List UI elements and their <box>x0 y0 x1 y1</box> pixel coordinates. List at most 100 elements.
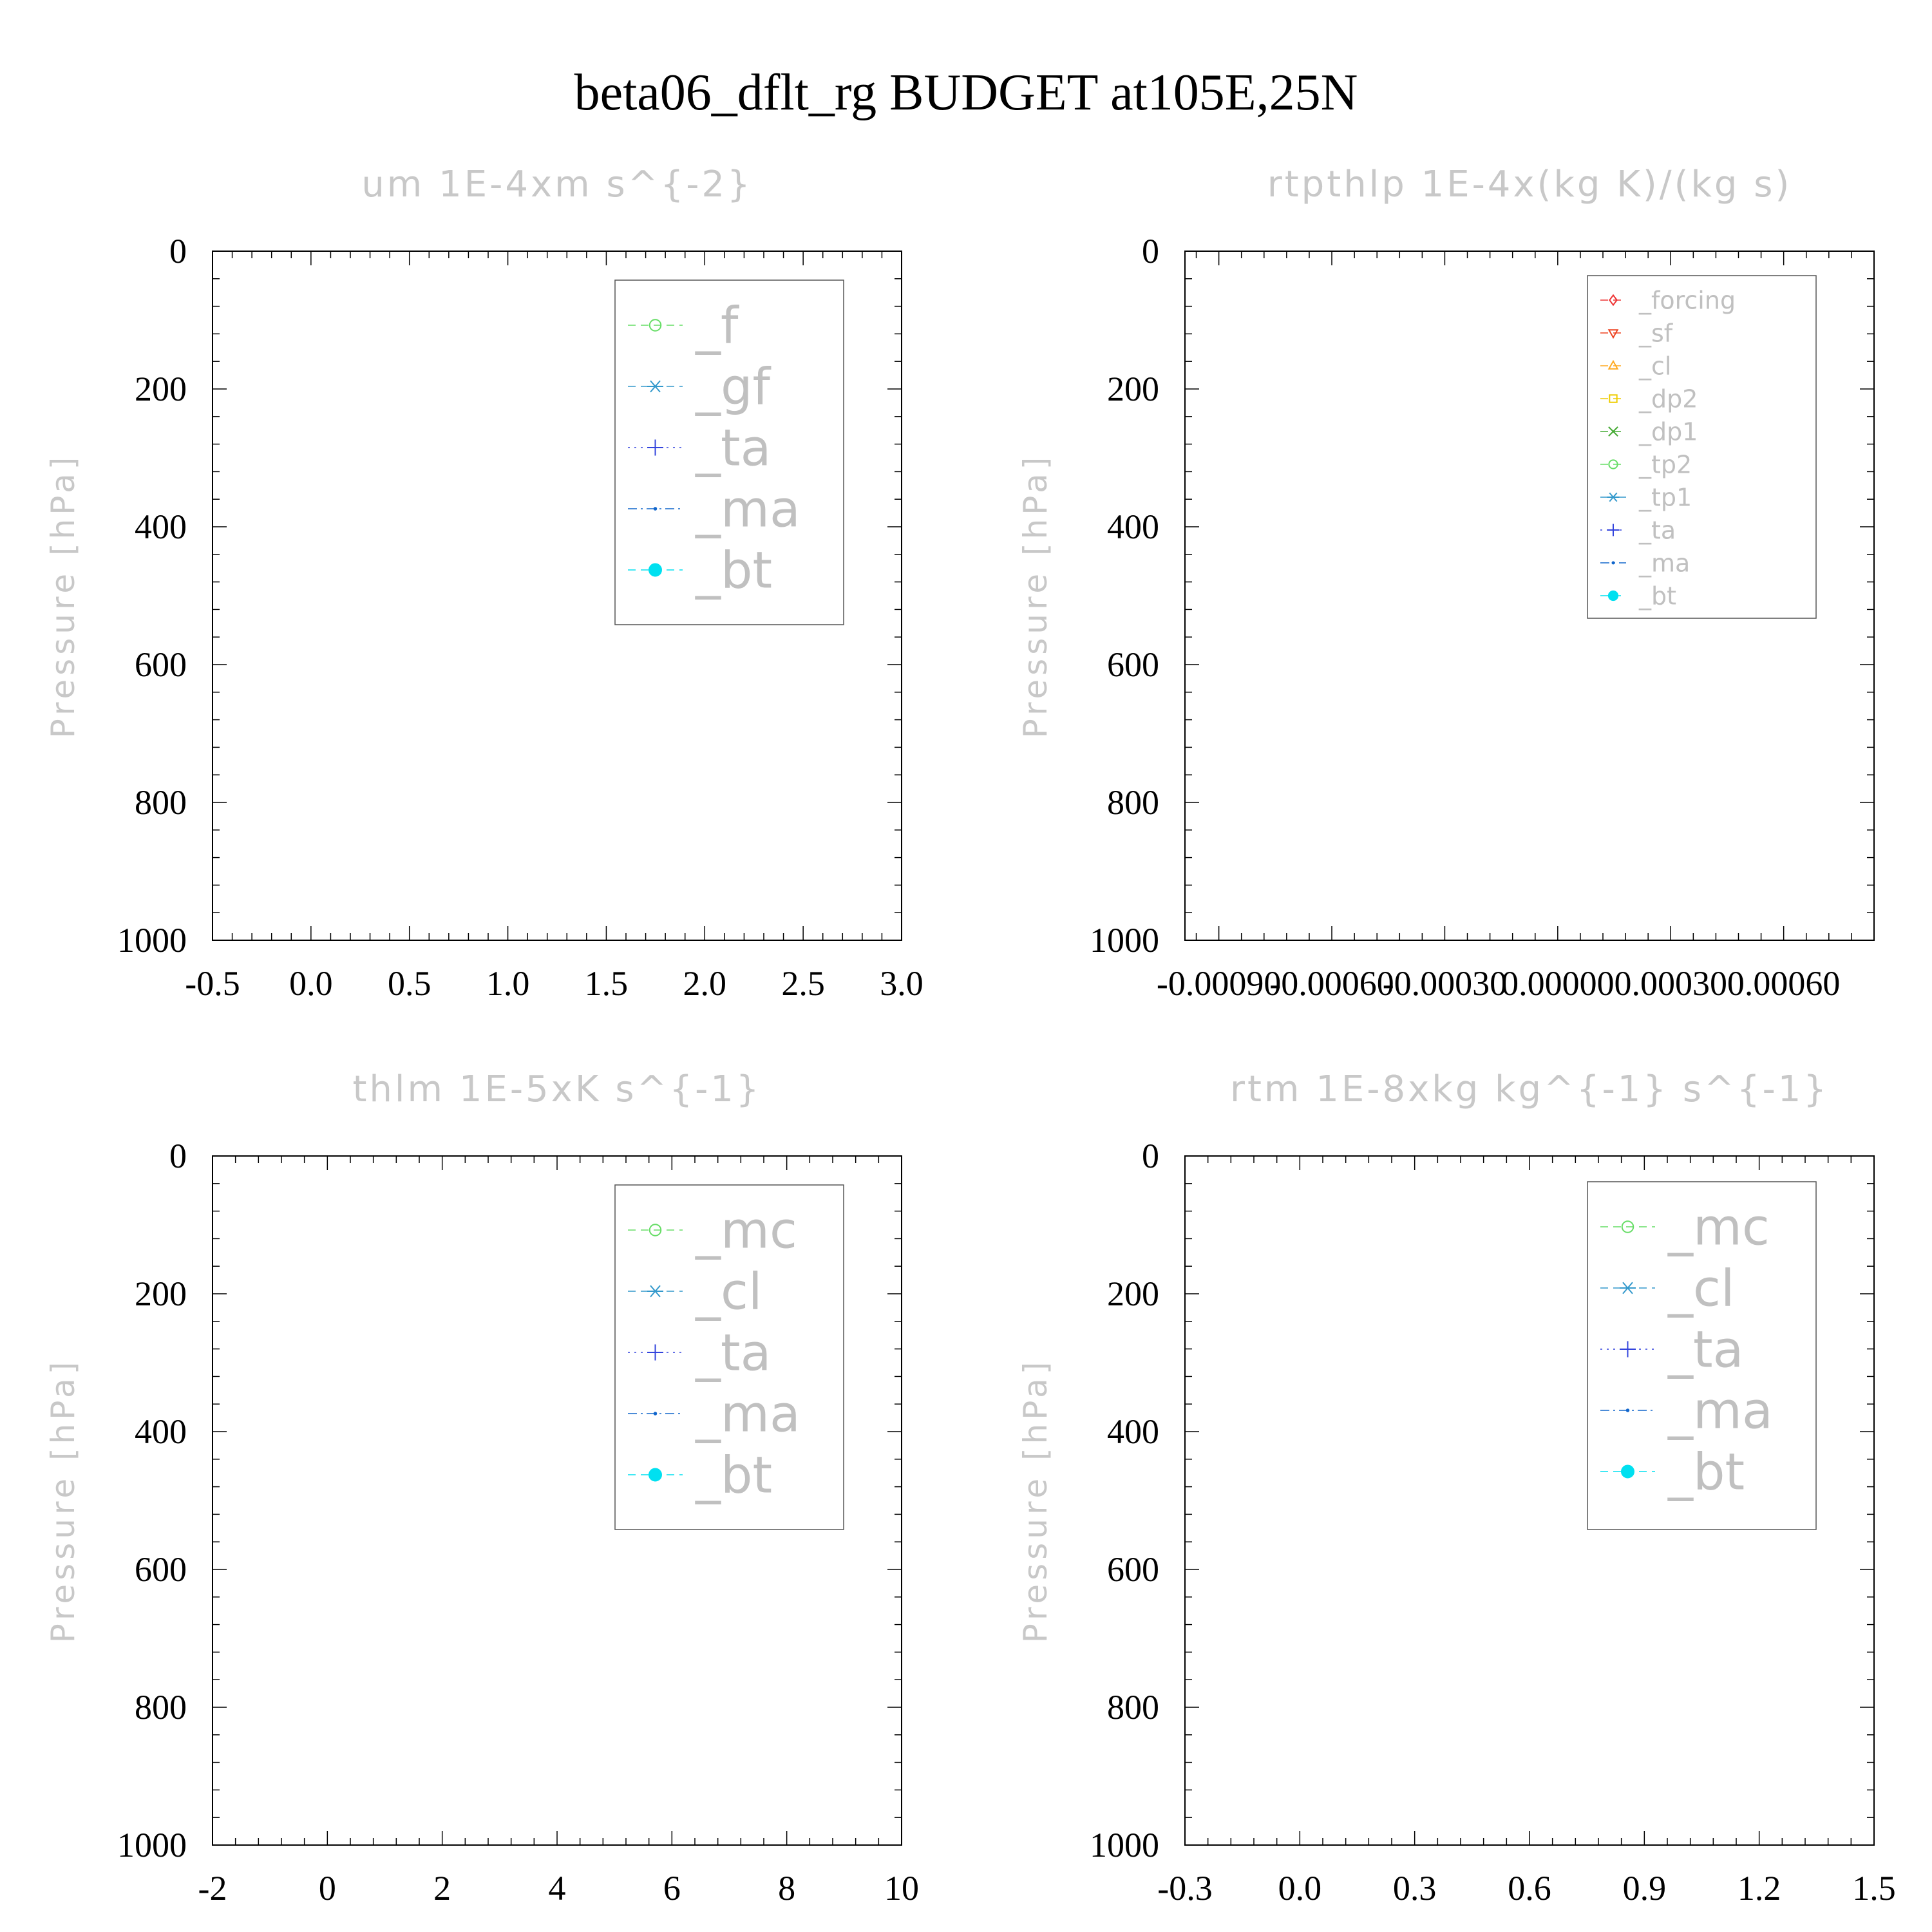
legend-marker-bt <box>1607 590 1619 601</box>
legend-marker-bt <box>649 563 662 577</box>
panel-rtpthlp: rtpthlp 1E-4x(kg K)/(kg s) Pressure [hPa]… <box>1017 164 1875 1003</box>
x-tick-label: 0.00000 <box>1501 964 1615 1003</box>
y-tick-label: 200 <box>135 1274 187 1313</box>
legend-marker-ma <box>653 507 658 511</box>
panel-um: um 1E-4xm s^{-2} Pressure [hPa] 0 200 400 600… <box>44 164 923 1003</box>
legend-marker-ma <box>653 1412 658 1416</box>
legend-marker-mc <box>1621 1220 1634 1233</box>
legend-marker-cl <box>1620 1282 1636 1294</box>
y-tick-label: 400 <box>135 1412 187 1451</box>
legend-label-tp1: _tp1 <box>1638 483 1692 511</box>
legend-label-bt: _bt <box>1638 582 1676 610</box>
y-tick-label: 600 <box>1107 645 1159 684</box>
legend-marker-cl <box>647 1285 663 1298</box>
legend-marker-dp1 <box>1608 426 1618 437</box>
plot-frame <box>212 251 902 941</box>
legend-marker-mc <box>649 1224 662 1236</box>
x-tick-label: 6 <box>663 1869 681 1908</box>
legend-marker-bt <box>649 1468 662 1482</box>
x-tick-label: 2.0 <box>683 964 727 1003</box>
legend-label-f: _f <box>695 297 739 355</box>
legend-marker-tp1 <box>1607 492 1620 502</box>
y-tick-label: 1000 <box>1090 1826 1159 1864</box>
y-tick-label: 600 <box>1107 1550 1159 1589</box>
x-tick-label: -0.00090 <box>1157 964 1281 1003</box>
x-tick-label: 0.5 <box>388 964 431 1003</box>
legend-marker-ta <box>647 1344 663 1361</box>
y-tick-label: 0 <box>169 232 187 270</box>
legend-label-cl: _cl <box>1638 352 1671 380</box>
y-tick-label: 400 <box>1107 507 1159 546</box>
x-tick-label: 4 <box>549 1869 566 1908</box>
y-axis-label: Pressure [hPa] <box>44 453 82 739</box>
panel-title: rtpthlp 1E-4x(kg K)/(kg s) <box>1267 164 1792 205</box>
legend-label-dp1: _dp1 <box>1638 417 1698 446</box>
x-tick-label: 3.0 <box>880 964 923 1003</box>
x-tick-label: 8 <box>778 1869 795 1908</box>
panel-title: rtm 1E-8xkg kg^{-1} s^{-1} <box>1230 1068 1829 1110</box>
legend-label-cl: _cl <box>695 1263 762 1321</box>
legend-label-sf: _sf <box>1638 319 1674 347</box>
x-tick-label: -0.3 <box>1157 1869 1212 1908</box>
plot-frame <box>1184 251 1875 941</box>
y-tick-label: 400 <box>135 507 187 546</box>
legend-label-forcing: _forcing <box>1638 286 1736 314</box>
x-tick-label: 1.5 <box>585 964 629 1003</box>
legend-label-cl: _cl <box>1667 1260 1735 1318</box>
x-tick-label: -0.00060 <box>1269 964 1394 1003</box>
x-tick-label: 2 <box>433 1869 451 1908</box>
x-tick-label: 1.5 <box>1852 1869 1896 1908</box>
y-tick-label: 800 <box>1107 783 1159 822</box>
legend-marker-ma <box>1611 561 1615 565</box>
legend-label-ta: _ta <box>695 419 771 477</box>
x-tick-label: 0 <box>319 1869 336 1908</box>
legend-marker-gf <box>647 380 663 393</box>
x-tick-label: 0.9 <box>1623 1869 1667 1908</box>
legend-label-bt: _bt <box>695 1446 772 1504</box>
y-tick-label: 600 <box>135 645 187 684</box>
legend-label-mc: _mc <box>695 1202 797 1260</box>
y-tick-label: 1000 <box>117 1826 187 1864</box>
panel-rtm: rtm 1E-8xkg kg^{-1} s^{-1} Pressure [hPa]… <box>1017 1068 1896 1908</box>
y-tick-label: 200 <box>135 370 187 408</box>
y-tick-label: 200 <box>1107 1274 1159 1313</box>
y-tick-label: 200 <box>1107 370 1159 408</box>
y-tick-label: 800 <box>1107 1688 1159 1727</box>
legend-marker-cl <box>1607 359 1619 370</box>
figure-title: beta06_dflt_rg BUDGET at105E,25N <box>574 64 1358 121</box>
legend-label-ta: _ta <box>695 1324 771 1382</box>
x-tick-label: 10 <box>884 1869 919 1908</box>
y-tick-label: 0 <box>1142 1137 1159 1175</box>
panel-title: um 1E-4xm s^{-2} <box>361 164 752 205</box>
x-tick-label: 0.3 <box>1393 1869 1437 1908</box>
legend-marker-tp2 <box>1608 459 1618 469</box>
legend-label-ma: _ma <box>695 480 800 538</box>
legend: _mc_cl_ta_ma_bt <box>614 1184 844 1530</box>
legend-label-ta: _ta <box>1638 516 1676 544</box>
legend-marker-bt <box>1621 1464 1634 1479</box>
legend-marker-ma <box>1625 1408 1630 1412</box>
legend-label-bt: _bt <box>1667 1443 1745 1501</box>
legend-marker-forcing <box>1609 294 1618 307</box>
y-tick-label: 400 <box>1107 1412 1159 1451</box>
panel-thlm: thlm 1E-5xK s^{-1} Pressure [hPa] 0 200 400 6… <box>44 1068 919 1908</box>
y-tick-label: 800 <box>135 1688 187 1727</box>
x-tick-label: 2.5 <box>781 964 825 1003</box>
legend-marker-dp2 <box>1609 394 1618 403</box>
x-tick-label: 1.0 <box>486 964 530 1003</box>
x-tick-label: -0.5 <box>185 964 240 1003</box>
y-tick-label: 1000 <box>1090 921 1159 960</box>
legend-label-gf: _gf <box>695 358 772 416</box>
y-tick-label: 1000 <box>117 921 187 960</box>
legend: _f_gf_ta_ma_bt <box>614 279 844 625</box>
y-tick-label: 600 <box>135 1550 187 1589</box>
legend-box <box>1587 275 1817 619</box>
legend-label-ma: _ma <box>695 1385 800 1443</box>
y-tick-label: 0 <box>169 1137 187 1175</box>
legend-label-tp2: _tp2 <box>1638 450 1692 478</box>
legend-marker-sf <box>1607 329 1619 339</box>
y-axis-label: Pressure [hPa] <box>44 1358 82 1643</box>
y-axis-label: Pressure [hPa] <box>1017 453 1054 739</box>
x-tick-label: 0.00060 <box>1727 964 1841 1003</box>
